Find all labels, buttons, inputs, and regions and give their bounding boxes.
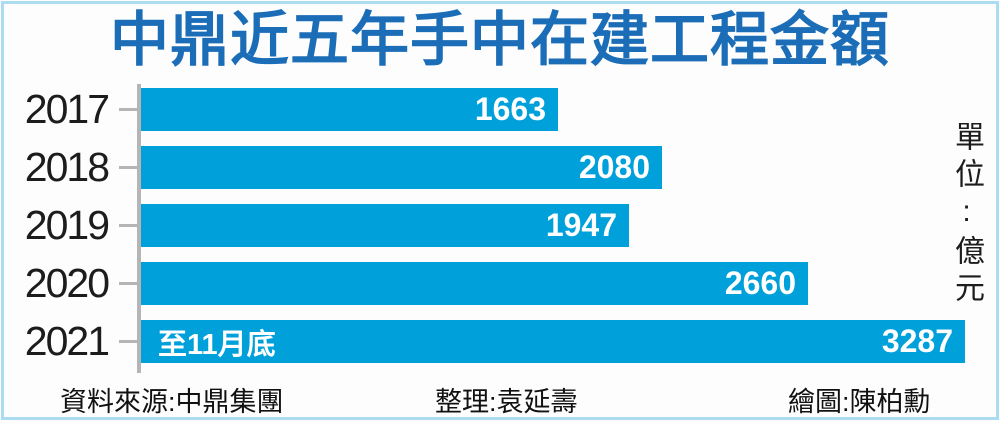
bar-value-label: 2080 xyxy=(578,149,650,185)
bar-value-label: 1663 xyxy=(474,91,546,127)
axis-tick xyxy=(119,108,137,111)
chart-title: 中鼎近五年手中在建工程金額 xyxy=(109,7,890,73)
axis-tick xyxy=(119,166,137,169)
unit-label: 單位:億元 xyxy=(950,121,983,309)
bar-2020: 2660 xyxy=(141,262,808,305)
bar-value-label: 1947 xyxy=(545,207,617,243)
bar-2019: 1947 xyxy=(141,204,629,247)
year-label: 2018 xyxy=(24,144,110,190)
bar-2021: 至11月底 3287 xyxy=(141,320,965,363)
bar-row: 2017 1663 xyxy=(0,88,1000,131)
axis-tick xyxy=(119,340,137,343)
bar-2018: 2080 xyxy=(141,146,662,189)
credits-bar: 資料來源:中鼎集團 整理:袁延壽 繪圖:陳柏勳 xyxy=(0,380,1000,417)
bar-row: 2018 2080 xyxy=(0,146,1000,189)
bar-row: 2020 2660 xyxy=(0,262,1000,305)
bar-value-label: 2660 xyxy=(724,265,796,301)
bar-value-label: 3287 xyxy=(881,323,953,359)
bar-row: 2019 1947 xyxy=(0,204,1000,247)
editor-credit: 整理:袁延壽 xyxy=(435,387,578,417)
y-axis-line xyxy=(137,84,141,373)
axis-tick xyxy=(119,282,137,285)
axis-tick xyxy=(119,224,137,227)
year-label: 2020 xyxy=(24,260,110,306)
illustrator-credit: 繪圖:陳柏勳 xyxy=(788,387,931,417)
source-credit: 資料來源:中鼎集團 xyxy=(60,387,284,417)
year-label: 2019 xyxy=(24,202,110,248)
bar-2017: 1663 xyxy=(141,88,558,131)
bar-annotation: 至11月底 xyxy=(158,328,276,361)
bar-row: 2021 至11月底 3287 xyxy=(0,320,1000,363)
year-label: 2021 xyxy=(24,318,110,364)
year-label: 2017 xyxy=(24,86,110,132)
